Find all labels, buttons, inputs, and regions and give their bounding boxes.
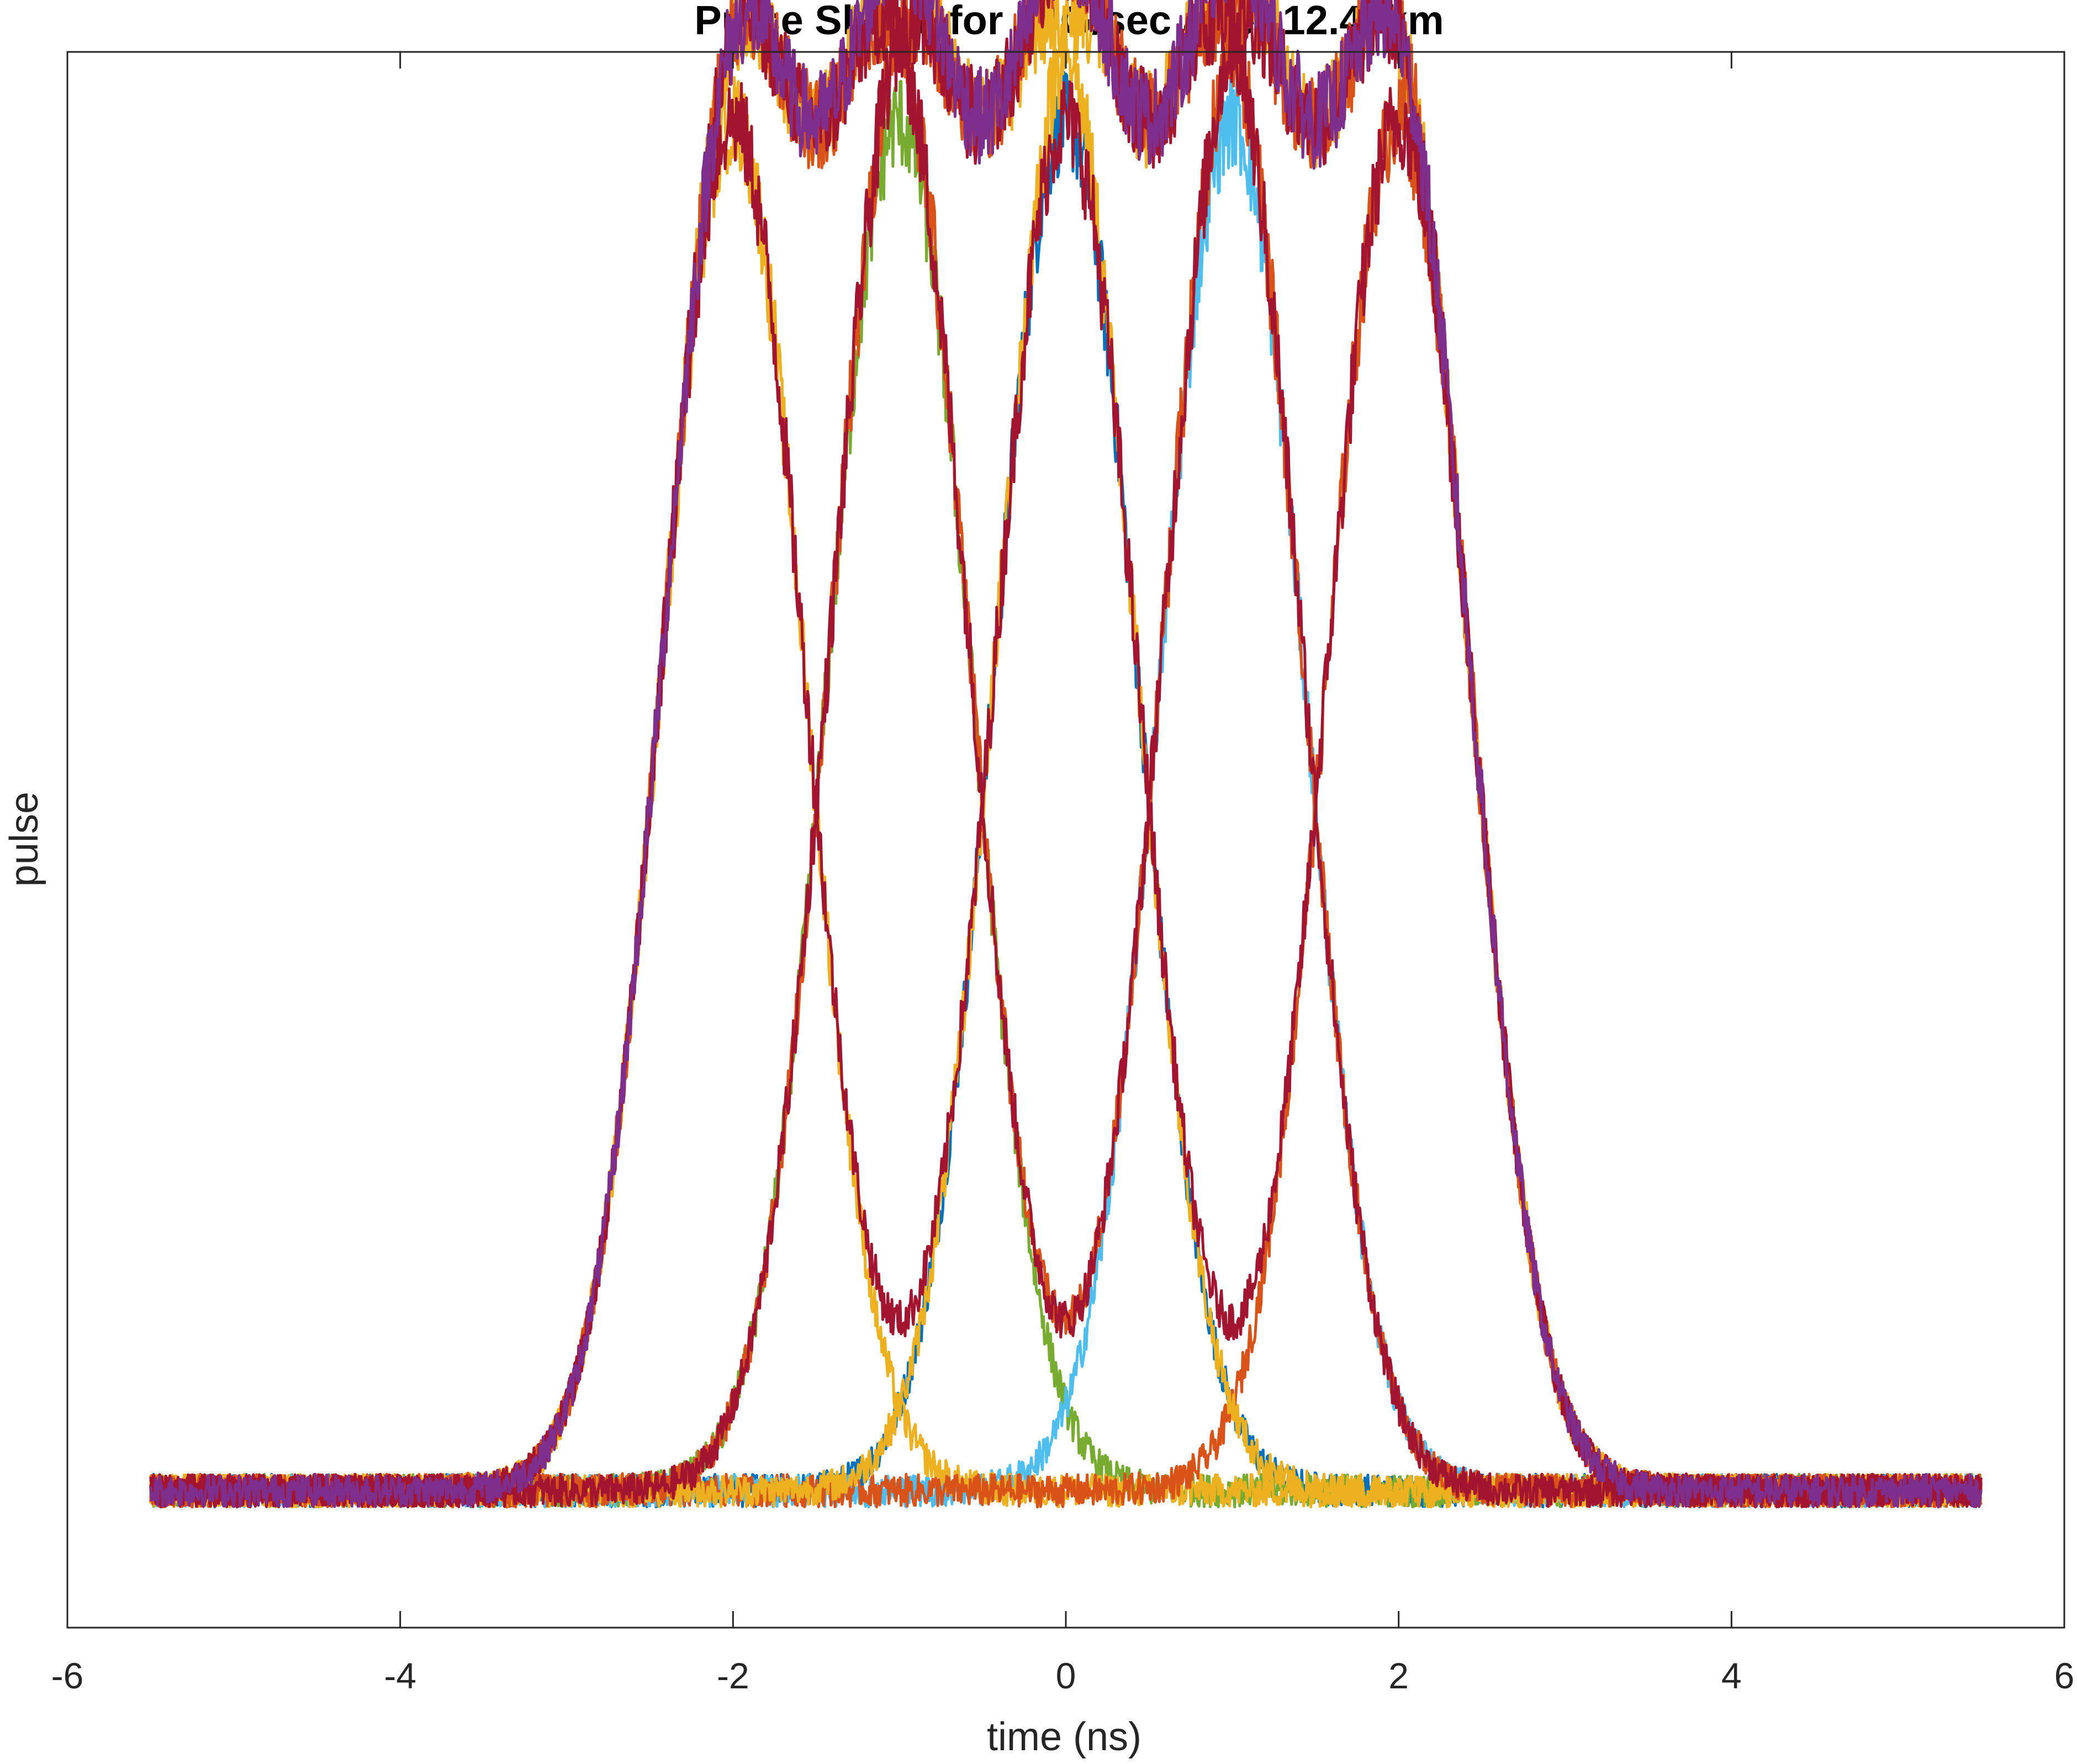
pulse-series-12 xyxy=(149,80,1983,1508)
x-tick-label: -4 xyxy=(384,1655,416,1696)
x-axis-ticks: -6 -4 -2 0 2 4 6 xyxy=(51,52,2075,1696)
pulse-series-13 xyxy=(149,0,1983,1509)
pulse-series-6 xyxy=(149,0,1983,1509)
pulse-series-4 xyxy=(149,76,1983,1509)
x-tick-label: 2 xyxy=(1388,1655,1409,1696)
plot-area xyxy=(66,0,2065,1629)
x-tick-label: 0 xyxy=(1056,1655,1076,1696)
pulse-series-7 xyxy=(149,0,1983,1508)
x-axis-label: time (ns) xyxy=(987,1715,1141,1759)
y-axis-label: pulse xyxy=(2,792,46,887)
x-tick-label: -6 xyxy=(51,1655,84,1696)
pulse-series-5 xyxy=(149,71,1983,1508)
x-tick-label: -2 xyxy=(717,1655,749,1696)
pulse-series-3 xyxy=(149,73,1983,1509)
x-tick-label: 4 xyxy=(1721,1655,1742,1696)
pulse-series-2 xyxy=(149,80,1983,1509)
pulse-series-8 xyxy=(149,0,1983,1509)
pulse-series-9 xyxy=(149,0,1983,1508)
pulse-series-1 xyxy=(149,71,1983,1508)
pulse-series-11 xyxy=(149,0,1983,1508)
x-tick-label: 6 xyxy=(2054,1655,2075,1696)
pulse-series-10 xyxy=(149,0,1983,1509)
